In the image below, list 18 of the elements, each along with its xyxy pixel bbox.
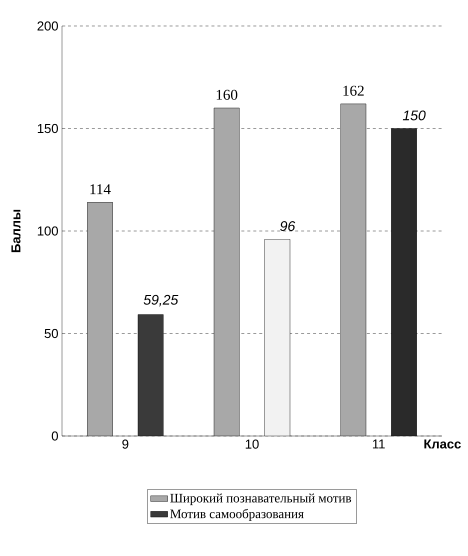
data-label: 162 [343,86,364,96]
data-label: 114 [90,184,111,194]
x-tick-label: 10 [246,440,259,449]
y-axis-title: Баллы [11,210,20,252]
x-tick-label: 11 [372,440,385,448]
x-axis-title: Класс [424,440,461,449]
legend-label: Широкий познавательный мотив [170,493,352,506]
data-label: 96 [280,221,296,232]
y-tick-label: 50 [44,328,58,338]
x-tick-label: 9 [122,440,128,449]
y-tick-label: 100 [38,226,58,236]
data-label: 59,25 [144,294,178,306]
legend-label: Мотив самообразования [170,508,304,521]
y-tick-label: 0 [52,431,58,441]
data-label: 160 [216,90,238,100]
y-tick-label: 150 [38,124,58,134]
data-label: 150 [402,110,426,120]
y-tick-label: 200 [38,21,58,31]
